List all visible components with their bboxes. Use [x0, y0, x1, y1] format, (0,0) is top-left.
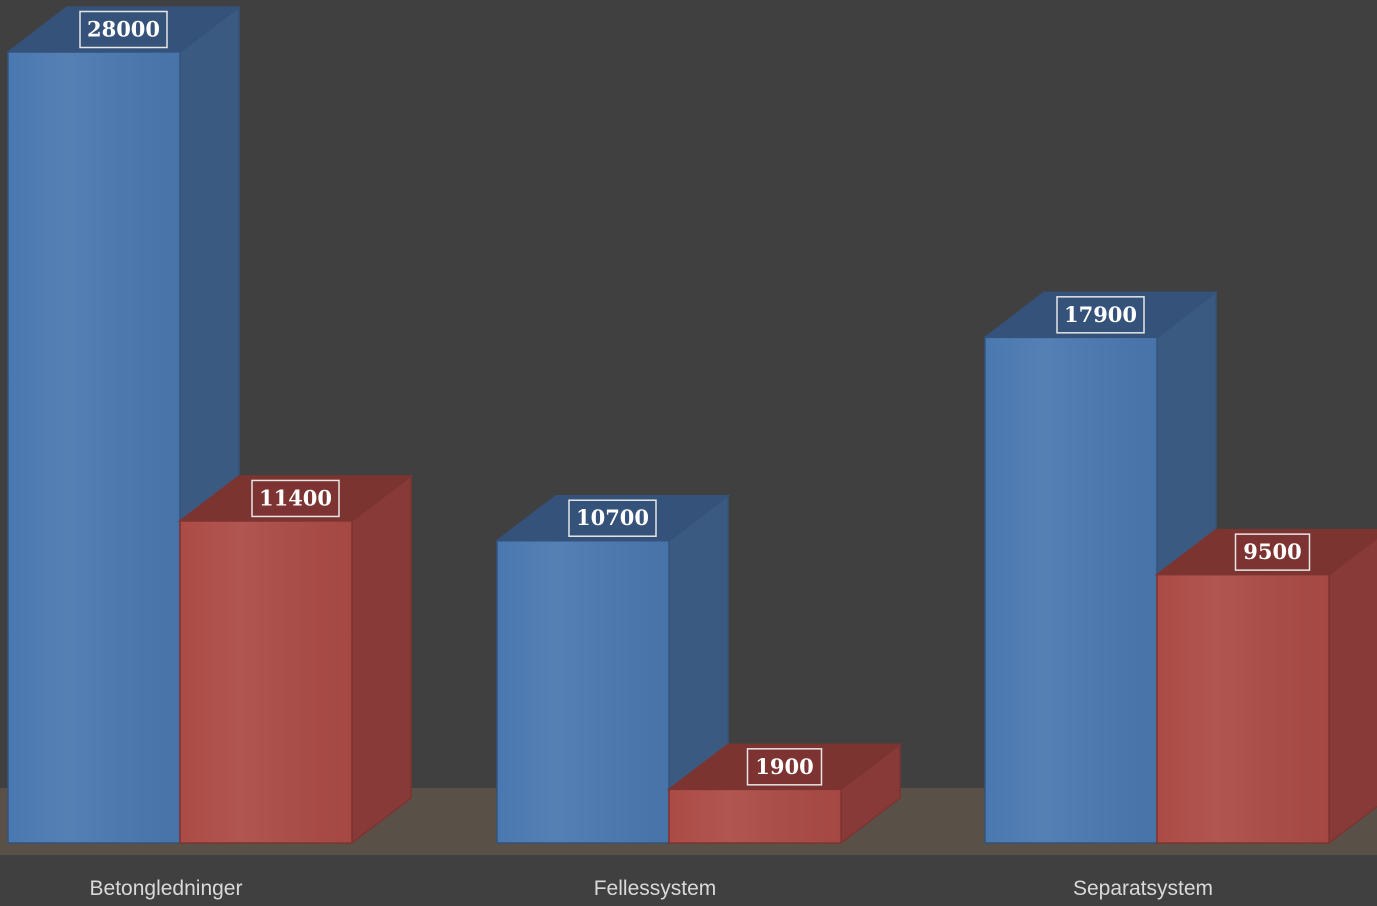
bar-front-sheen	[1158, 576, 1328, 842]
bar-side-face	[1329, 530, 1377, 843]
data-label: 1900	[748, 749, 822, 785]
data-label-text: 11400	[259, 485, 332, 510]
category-label-fellessystem: Fellessystem	[594, 877, 717, 900]
data-label-text: 28000	[87, 17, 160, 42]
bars-layer	[8, 7, 1377, 843]
data-label: 10700	[569, 500, 656, 536]
data-label-text: 9500	[1243, 539, 1301, 564]
data-label: 9500	[1236, 534, 1310, 570]
data-label-text: 17900	[1064, 302, 1137, 327]
bar-front-sheen	[9, 53, 179, 842]
data-label-text: 1900	[755, 754, 813, 779]
category-label-separatsystem: Separatsystem	[1073, 877, 1213, 900]
category-labels-layer: Betongledninger Fellessystem Separatsystem	[90, 877, 1214, 900]
data-label: 11400	[252, 480, 339, 516]
bar-front-sheen	[670, 790, 840, 842]
data-label: 28000	[80, 12, 167, 48]
bar-betongledninger-series2	[180, 476, 411, 843]
category-label-betongledninger: Betongledninger	[90, 877, 243, 900]
bar-front-sheen	[181, 522, 351, 842]
data-label: 17900	[1057, 297, 1144, 333]
bar-front-sheen	[986, 338, 1156, 842]
bar-separatsystem-series2	[1157, 530, 1377, 843]
bar-side-face	[352, 476, 411, 843]
data-label-text: 10700	[576, 505, 649, 530]
bar-front-sheen	[498, 542, 668, 842]
